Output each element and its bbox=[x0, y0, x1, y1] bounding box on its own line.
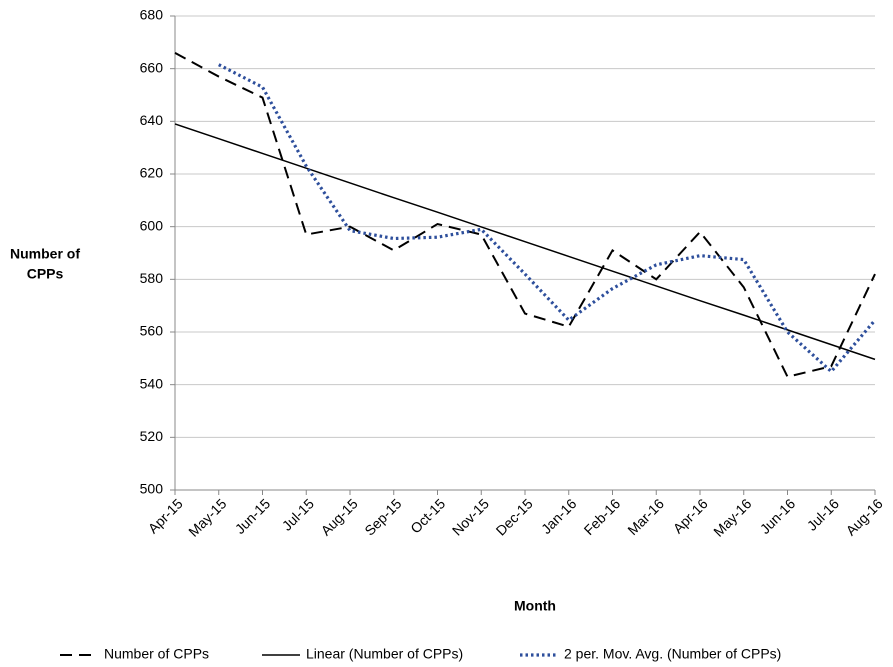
x-tick-label: May-15 bbox=[185, 495, 229, 539]
x-axis-label: Month bbox=[514, 598, 556, 614]
x-tick-label: Mar-16 bbox=[624, 495, 667, 538]
x-tick-label: Apr-16 bbox=[670, 495, 711, 536]
x-tick-label: May-16 bbox=[710, 495, 754, 539]
y-tick-label: 640 bbox=[140, 112, 164, 128]
y-axis-label: Number of bbox=[10, 246, 80, 262]
x-tick-label: Aug-16 bbox=[842, 495, 885, 538]
y-tick-label: 660 bbox=[140, 59, 164, 75]
x-tick-label: Oct-15 bbox=[407, 495, 448, 536]
y-tick-label: 500 bbox=[140, 481, 164, 497]
x-tick-label: Dec-15 bbox=[493, 495, 536, 538]
legend-label: Linear (Number of CPPs) bbox=[306, 646, 463, 662]
y-tick-label: 520 bbox=[140, 428, 164, 444]
x-tick-label: Jun-16 bbox=[757, 495, 799, 537]
x-tick-label: Feb-16 bbox=[581, 495, 624, 538]
series-line bbox=[174, 51, 876, 378]
y-tick-label: 580 bbox=[140, 270, 164, 286]
y-tick-label: 600 bbox=[140, 217, 164, 233]
x-tick-label: Sep-15 bbox=[361, 495, 404, 538]
x-tick-label: Aug-15 bbox=[317, 495, 360, 538]
x-tick-label: Jul-16 bbox=[804, 495, 842, 533]
legend-label: Number of CPPs bbox=[104, 646, 209, 662]
x-tick-label: Jul-15 bbox=[279, 495, 317, 533]
x-tick-label: Jan-16 bbox=[538, 495, 580, 537]
series-line bbox=[174, 123, 876, 361]
y-tick-label: 540 bbox=[140, 375, 164, 391]
y-tick-label: 620 bbox=[140, 165, 164, 181]
series-line bbox=[218, 63, 877, 374]
x-tick-label: Nov-15 bbox=[449, 495, 492, 538]
x-tick-label: Jun-15 bbox=[232, 495, 274, 537]
y-axis-label: CPPs bbox=[27, 266, 64, 282]
legend-label: 2 per. Mov. Avg. (Number of CPPs) bbox=[564, 646, 781, 662]
x-tick-label: Apr-15 bbox=[145, 495, 186, 536]
y-tick-label: 680 bbox=[140, 7, 164, 23]
y-tick-label: 560 bbox=[140, 323, 164, 339]
